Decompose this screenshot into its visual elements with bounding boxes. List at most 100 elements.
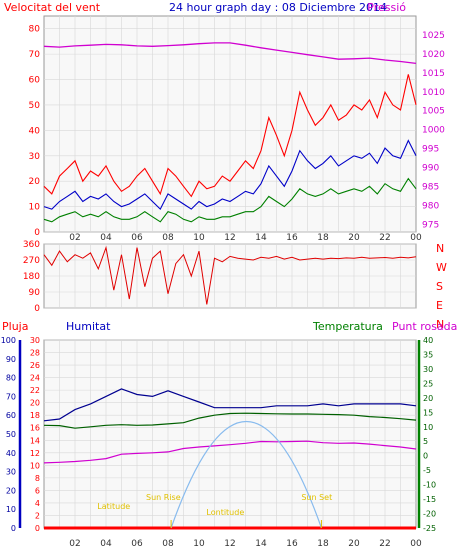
hour-tick-label: 02 — [69, 539, 80, 549]
rain-tick-label: 22 — [30, 386, 40, 395]
temperature-tick-label: 0 — [423, 452, 428, 461]
rain-tick-label: 2 — [35, 511, 40, 520]
temperature-tick-label: 10 — [423, 423, 433, 432]
hour-tick-label: 16 — [286, 539, 298, 549]
temperature-tick-label: -5 — [423, 466, 431, 475]
rain-tick-label: 10 — [30, 461, 40, 470]
hour-tick-label: 04 — [100, 539, 112, 549]
hour-tick-label: 18 — [317, 233, 329, 243]
pressure-tick-label: 1000 — [422, 126, 445, 136]
wind-speed-tick-label: 60 — [29, 76, 41, 86]
direction-degree-tick-label: 180 — [23, 272, 40, 282]
wind-grid — [44, 16, 416, 233]
temperature-tick-label: -25 — [423, 524, 436, 533]
temperature-tick-label: -10 — [423, 481, 436, 490]
rain-tick-label: 16 — [30, 424, 40, 433]
hour-tick-label: 00 — [410, 233, 422, 243]
hour-tick-label: 12 — [224, 233, 235, 243]
wind-speed-tick-label: 40 — [29, 126, 41, 136]
climate-grid — [44, 339, 416, 529]
climate-series — [43, 388, 417, 530]
climate-series-line — [43, 440, 417, 464]
sunrise-label: Sun Rise — [146, 493, 181, 502]
hour-tick-label: 20 — [348, 539, 360, 549]
direction-degree-axis: 0 90 180 270 360 — [23, 240, 40, 314]
pressure-axis: 975 980 985 990 995 1000 1005 1010 1015 1020 1025 — [422, 31, 445, 230]
hour-tick-label: 22 — [379, 539, 390, 549]
pressure-tick-label: 990 — [422, 164, 439, 174]
temperature-tick-label: 15 — [423, 408, 433, 417]
hour-tick-label: 10 — [193, 539, 205, 549]
wind-series-line — [43, 177, 417, 223]
direction-grid — [44, 243, 416, 309]
compass-tick-label: N — [436, 242, 444, 255]
header-pressure-label: Pressió — [367, 1, 406, 14]
hour-tick-label: 22 — [379, 233, 390, 243]
rain-tick-label: 28 — [30, 349, 40, 358]
sunset-label: Sun Set — [301, 493, 332, 502]
humidity-tick-label: 50 — [6, 430, 16, 439]
rain-label: Pluja — [2, 320, 28, 333]
wind-speed-tick-label: 50 — [29, 101, 41, 111]
direction-degree-tick-label: 0 — [34, 304, 40, 314]
compass-tick-label: W — [436, 261, 447, 274]
wind-speed-tick-label: 30 — [29, 152, 41, 162]
rain-tick-label: 4 — [35, 499, 40, 508]
rain-tick-label: 14 — [30, 436, 40, 445]
humidity-tick-label: 80 — [6, 374, 16, 383]
dewpoint-label: Punt rosada — [392, 320, 457, 333]
wind-speed-tick-label: 20 — [29, 177, 41, 187]
wind-speed-axis: 0 10 20 30 40 50 60 70 80 — [29, 25, 41, 238]
direction-degree-tick-label: 90 — [29, 288, 41, 298]
hour-tick-label: 02 — [69, 233, 80, 243]
temperature-tick-label: 25 — [423, 379, 433, 388]
rain-tick-label: 18 — [30, 411, 40, 420]
rain-tick-label: 20 — [30, 399, 40, 408]
climate-hour-axis: 02 04 06 08 10 12 14 16 18 20 22 00 — [69, 539, 422, 549]
rain-tick-label: 12 — [30, 449, 40, 458]
climate-series-line — [43, 412, 417, 429]
rain-tick-label: 8 — [35, 474, 40, 483]
humidity-tick-label: 10 — [6, 505, 16, 514]
hour-tick-label: 18 — [317, 539, 329, 549]
wind-hour-axis: 02 04 06 08 10 12 14 16 18 20 22 00 — [69, 233, 422, 243]
humidity-axis: 0 10 20 30 40 50 60 70 80 90 100 — [1, 336, 22, 533]
sun-path: Latitude Sun Rise Lontitude Sun Set — [97, 421, 332, 529]
rain-tick-label: 24 — [30, 374, 40, 383]
rain-tick-label: 26 — [30, 361, 40, 370]
sun-altitude-arc — [170, 421, 323, 529]
direction-degree-tick-label: 270 — [23, 256, 40, 266]
wind-speed-tick-label: 70 — [29, 50, 41, 60]
temperature-axis: -25 -20 -15 -10 -5 0 5 10 15 20 25 30 35 40 — [417, 336, 436, 533]
wind-speed-tick-label: 10 — [29, 203, 41, 213]
wind-speed-tick-label: 80 — [29, 25, 41, 35]
humidity-tick-label: 90 — [6, 355, 16, 364]
wind-speed-tick-label: 0 — [34, 228, 40, 238]
direction-series-line — [43, 245, 417, 305]
pressure-tick-label: 980 — [422, 201, 439, 211]
climate-series-line — [43, 388, 417, 422]
compass-tick-label: E — [436, 299, 443, 312]
compass-tick-label: N — [436, 318, 444, 331]
temperature-tick-label: 20 — [423, 394, 433, 403]
pressure-tick-label: 1010 — [422, 88, 445, 98]
wind-series — [43, 42, 417, 223]
compass-tick-label: S — [436, 280, 443, 293]
pressure-tick-label: 1020 — [422, 50, 445, 60]
temperature-tick-label: -20 — [423, 510, 436, 519]
header-wind-label: Velocitat del vent — [4, 1, 101, 14]
header-title: 24 hour graph day : 08 Diciembre 2014 — [169, 1, 387, 14]
hour-tick-label: 06 — [131, 539, 143, 549]
temperature-label: Temperatura — [312, 320, 383, 333]
humidity-tick-label: 60 — [6, 411, 16, 420]
humidity-tick-label: 0 — [11, 524, 16, 533]
temperature-tick-label: 35 — [423, 350, 433, 359]
pressure-tick-label: 975 — [422, 220, 439, 230]
wind-series-line — [43, 74, 417, 198]
